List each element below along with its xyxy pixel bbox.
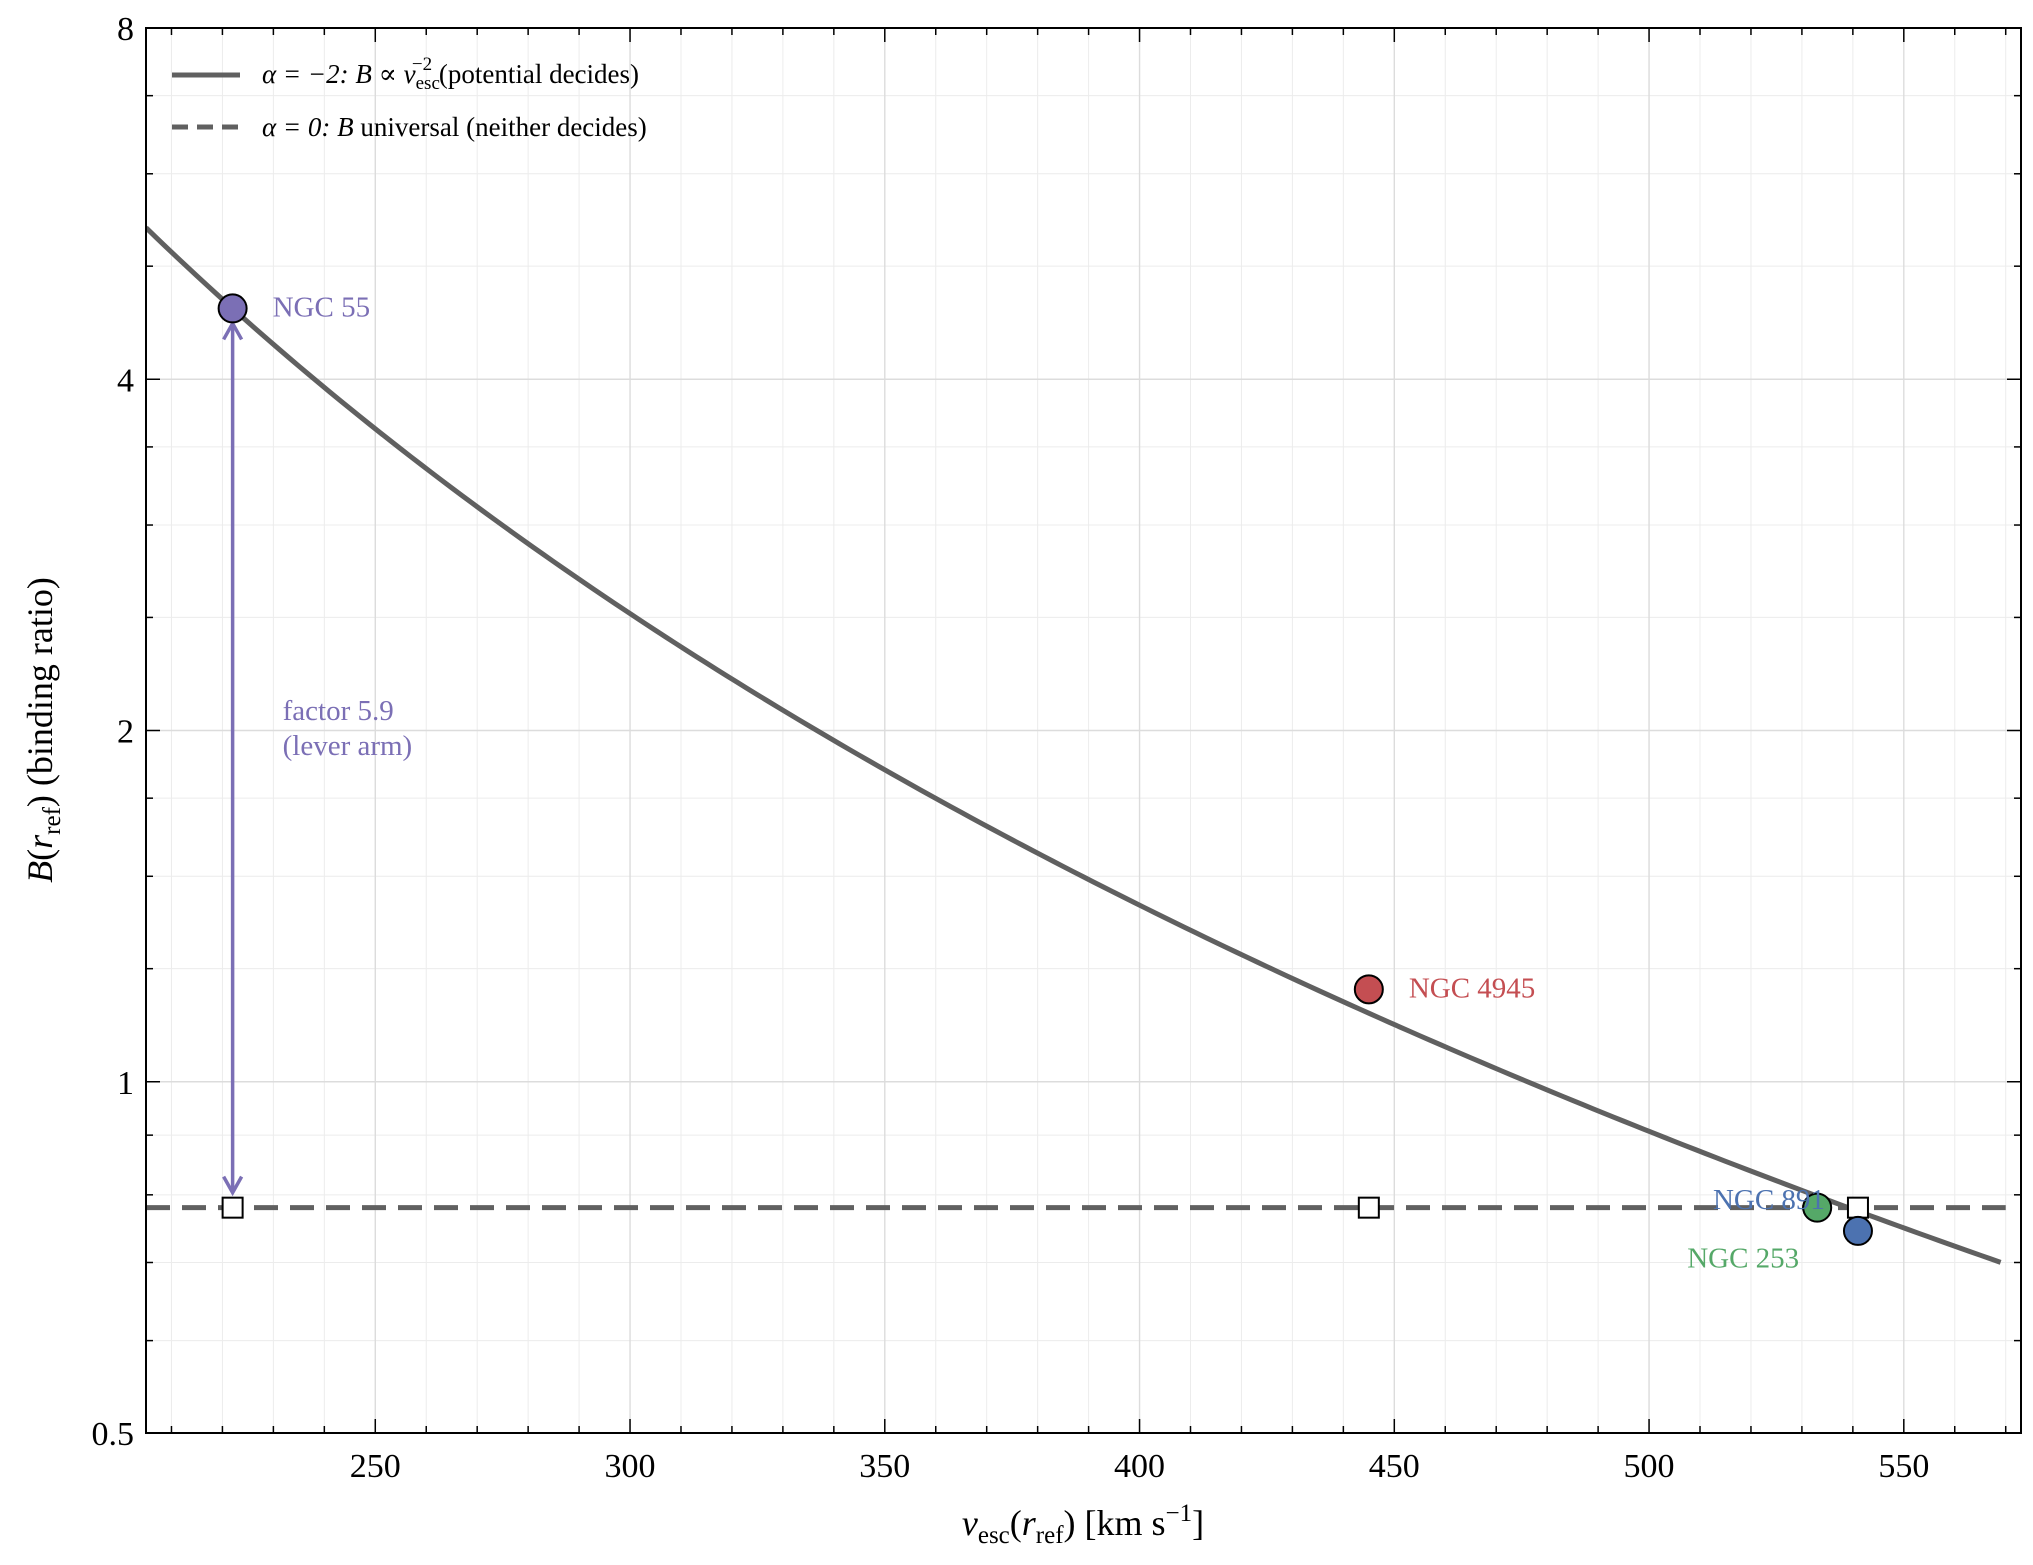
legend-label-alpha-minus-2: α = −2: B ∝ vesc−2 (potential decides): [262, 54, 639, 94]
x-tick-label: 550: [1878, 1448, 1929, 1485]
galaxy-label-ngc-253: NGC 253: [1687, 1243, 1799, 1275]
galaxy-point-ngc-253: [1802, 1192, 1833, 1223]
galaxy-label-ngc-4945: NGC 4945: [1409, 972, 1535, 1004]
x-tick-label: 350: [859, 1448, 910, 1485]
x-tick-label: 300: [605, 1448, 656, 1485]
x-tick-label: 450: [1369, 1448, 1420, 1485]
annotation-factor: factor 5.9: [283, 695, 394, 727]
legend: α = −2: B ∝ vesc−2 (potential decides) α…: [172, 54, 647, 142]
legend-label-alpha-0: α = 0: B universal (neither decides): [262, 112, 647, 142]
galaxy-label-ngc-891: NGC 891: [1713, 1184, 1825, 1216]
galaxy-point-ngc-4945: [1353, 974, 1384, 1005]
x-tick-label: 400: [1114, 1448, 1165, 1485]
y-axis-label: B(rref) (binding ratio): [20, 577, 66, 883]
y-tick-label: 1: [117, 1065, 134, 1102]
y-tick-label: 2: [117, 714, 134, 751]
annotation-layer: factor 5.9(lever arm): [222, 319, 413, 1197]
x-axis-label: vesc(rref) [km s−1]: [962, 1500, 1204, 1549]
galaxy-point-ngc-55: [217, 293, 248, 324]
lever-arm-arrowhead-bottom: [222, 1175, 244, 1197]
annotation-lever-arm: (lever arm): [283, 730, 413, 762]
marker-layer: NGC 55 NGC 4945 NGC 253 NGC 891: [217, 291, 1873, 1275]
y-tick-label: 0.5: [92, 1416, 135, 1453]
grid-major: [146, 28, 2021, 1433]
tick-layer: 250 300 350 400 450 500 550 0.5 1 2 4 8: [92, 11, 2021, 1485]
galaxy-point-ngc-891: [1842, 1215, 1873, 1246]
x-tick-label: 250: [350, 1448, 401, 1485]
universal-marker: [1357, 1196, 1380, 1219]
series-line-alpha-minus-2: [146, 225, 2002, 1265]
y-tick-label: 8: [117, 11, 134, 48]
universal-marker: [1846, 1196, 1869, 1219]
galaxy-label-ngc-55: NGC 55: [273, 291, 370, 323]
x-tick-label: 500: [1624, 1448, 1675, 1485]
series-layer: [146, 225, 2006, 1265]
universal-marker: [221, 1196, 244, 1219]
y-tick-label: 4: [117, 362, 134, 399]
